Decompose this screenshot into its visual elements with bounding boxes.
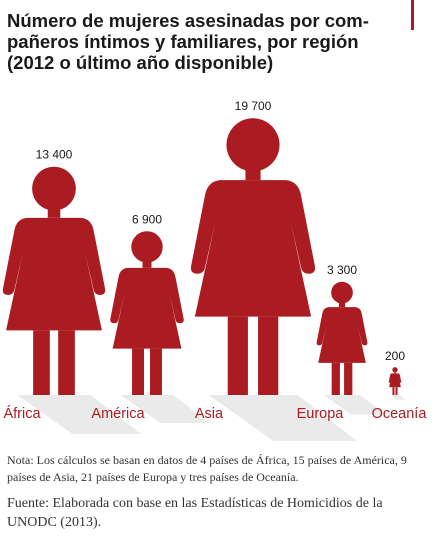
figure-shadow [208, 395, 358, 441]
category-label: África [3, 405, 41, 422]
woman-figure-icon [190, 118, 316, 395]
figure-shadow [120, 395, 210, 423]
value-label: 6 900 [132, 212, 162, 226]
source-text: Fuente: Elaborada con base en las Estadí… [7, 496, 383, 530]
note-text: Nota: Los cálculos se basan en datos de … [7, 453, 407, 484]
value-label: 13 400 [36, 148, 73, 162]
woman-figure-icon [316, 281, 368, 396]
category-label: Europa [297, 406, 345, 422]
accent-bar [411, 0, 414, 30]
value-label: 3 300 [327, 263, 357, 277]
woman-figure-icon [2, 166, 106, 395]
category-label: América [91, 406, 145, 422]
value-label: 200 [385, 349, 405, 363]
chart-title: Número de mujeres asesinadas por com- pa… [7, 10, 407, 73]
category-label: Oceanía [372, 406, 428, 422]
figure-shadow [17, 395, 142, 434]
chart-title-line: (2012 o último año disponible) [7, 52, 274, 73]
shadows-layer [17, 395, 406, 441]
figures-layer [2, 118, 402, 396]
chart-title-line: pañeros íntimos y familiares, por región [7, 31, 359, 52]
pictograph-chart: 13 400 África 6 900 América 19 700 Asia 3 300 E… [2, 99, 427, 441]
value-label: 19 700 [235, 99, 272, 113]
category-label: Asia [195, 406, 224, 422]
chart-title-line: Número de mujeres asesinadas por com- [7, 10, 369, 31]
labels-layer: 13 400 África 6 900 América 19 700 Asia 3 300 E… [3, 99, 427, 422]
figure-shadow [323, 395, 386, 415]
woman-figure-icon [388, 367, 402, 395]
figure-shadow [390, 395, 406, 400]
woman-figure-icon [110, 231, 184, 395]
